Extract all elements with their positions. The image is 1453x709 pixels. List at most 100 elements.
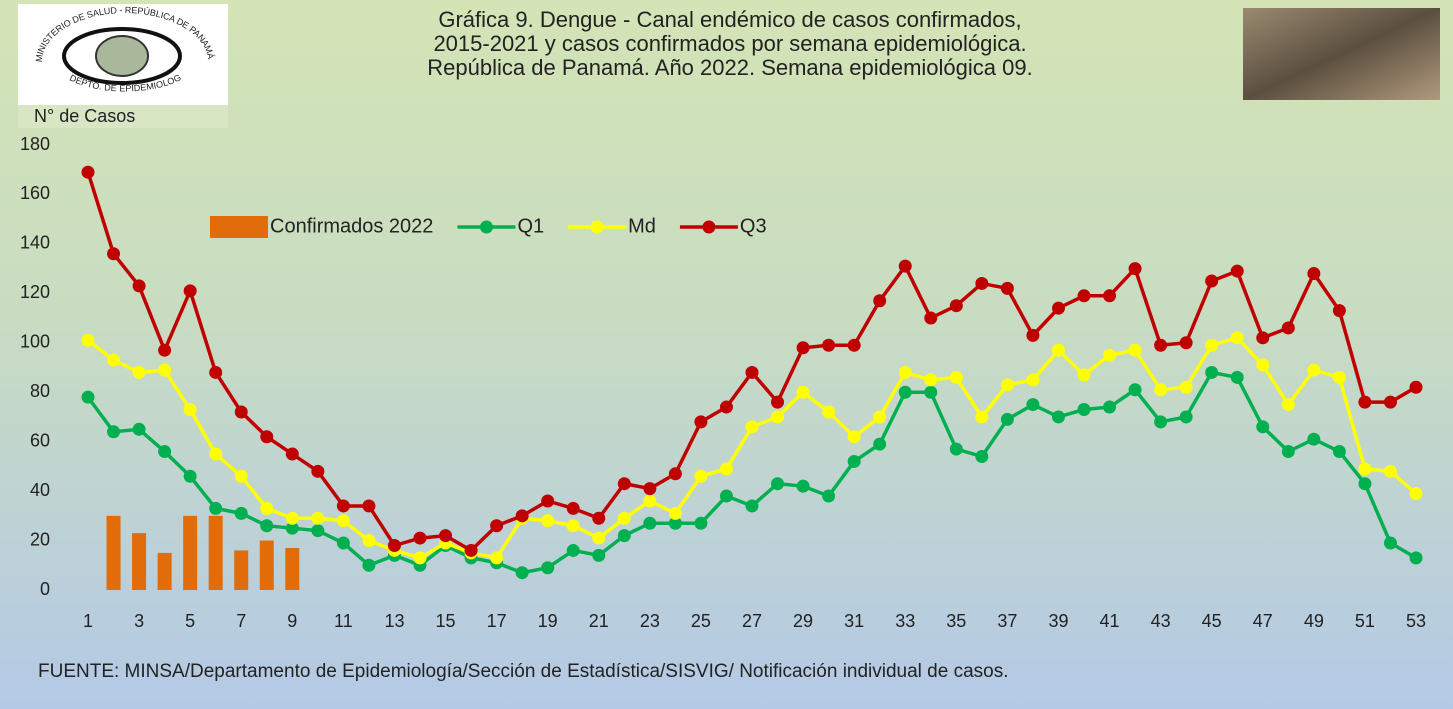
line-marker xyxy=(1358,395,1372,409)
line-marker xyxy=(566,519,580,533)
line-marker xyxy=(617,477,631,491)
x-tick-label: 43 xyxy=(1151,611,1171,631)
line-marker xyxy=(898,365,912,379)
line-marker xyxy=(1051,343,1065,357)
y-tick-label: 180 xyxy=(20,134,50,154)
line-marker xyxy=(975,410,989,424)
line-marker xyxy=(1307,432,1321,446)
mosquito-image xyxy=(1243,8,1440,100)
line-marker xyxy=(566,501,580,515)
x-tick-label: 51 xyxy=(1355,611,1375,631)
x-tick-label: 15 xyxy=(436,611,456,631)
legend-label: Confirmados 2022 xyxy=(270,215,433,237)
line-marker xyxy=(668,467,682,481)
line-marker xyxy=(260,430,274,444)
line-marker xyxy=(541,514,555,528)
line-marker xyxy=(617,511,631,525)
line-marker xyxy=(1154,338,1168,352)
x-tick-label: 31 xyxy=(844,611,864,631)
line-marker xyxy=(81,390,95,404)
x-tick-label: 9 xyxy=(287,611,297,631)
line-marker xyxy=(873,410,887,424)
line-marker xyxy=(1230,370,1244,384)
line-marker xyxy=(1281,398,1295,412)
line-marker xyxy=(745,365,759,379)
line-marker xyxy=(592,548,606,562)
line-marker xyxy=(1281,321,1295,335)
x-tick-label: 47 xyxy=(1253,611,1273,631)
line-marker xyxy=(490,519,504,533)
line-marker xyxy=(822,489,836,503)
y-tick-label: 160 xyxy=(20,183,50,203)
x-tick-label: 29 xyxy=(793,611,813,631)
line-marker xyxy=(1026,328,1040,342)
line-marker xyxy=(234,506,248,520)
line-marker xyxy=(336,536,350,550)
line-marker xyxy=(1409,487,1423,501)
line-marker xyxy=(1383,536,1397,550)
line-marker xyxy=(1000,281,1014,295)
x-tick-label: 49 xyxy=(1304,611,1324,631)
line-marker xyxy=(1026,373,1040,387)
y-tick-label: 80 xyxy=(30,381,50,401)
line-marker xyxy=(924,311,938,325)
line-marker xyxy=(515,509,529,523)
y-tick-label: 140 xyxy=(20,233,50,253)
line-marker xyxy=(81,165,95,179)
line-marker xyxy=(1103,348,1117,362)
line-marker xyxy=(1077,403,1091,417)
line-marker xyxy=(873,437,887,451)
logo-iris xyxy=(95,35,149,77)
x-tick-label: 35 xyxy=(946,611,966,631)
line-marker xyxy=(285,447,299,461)
line-marker xyxy=(311,511,325,525)
y-tick-label: 100 xyxy=(20,332,50,352)
line-marker xyxy=(285,521,299,535)
y-tick-label: 120 xyxy=(20,282,50,302)
legend-label: Q1 xyxy=(517,215,544,237)
line-marker xyxy=(898,385,912,399)
line-marker xyxy=(387,539,401,552)
line-marker xyxy=(592,511,606,525)
line-marker xyxy=(541,561,555,575)
legend-swatch xyxy=(479,220,493,234)
y-tick-label: 0 xyxy=(40,579,50,599)
line-marker xyxy=(796,385,810,399)
y-tick-label: 60 xyxy=(30,430,50,450)
line-marker xyxy=(158,445,172,459)
line-marker xyxy=(107,353,121,367)
line-marker xyxy=(1256,358,1270,372)
line-marker xyxy=(1103,289,1117,303)
line-marker xyxy=(1409,380,1423,394)
legend-swatch xyxy=(590,220,604,234)
line-marker xyxy=(694,469,708,483)
line-marker xyxy=(1332,370,1346,384)
line-marker xyxy=(643,494,657,508)
bar xyxy=(234,550,249,590)
line-marker xyxy=(949,299,963,313)
line-marker xyxy=(209,501,223,515)
line-marker xyxy=(1256,420,1270,434)
line-marker xyxy=(515,566,529,580)
line-marker xyxy=(924,373,938,387)
line-marker xyxy=(1103,400,1117,414)
line-marker xyxy=(643,516,657,530)
line-marker xyxy=(260,519,274,533)
line-marker xyxy=(771,410,785,424)
line-marker xyxy=(413,551,427,565)
line-marker xyxy=(847,338,861,352)
line-marker xyxy=(183,403,197,417)
logo-eye xyxy=(62,27,182,85)
line-marker xyxy=(209,447,223,461)
line-marker xyxy=(1332,304,1346,318)
line-marker xyxy=(362,558,376,572)
legend-label: Q3 xyxy=(740,215,767,237)
line-marker xyxy=(1154,415,1168,429)
line-marker xyxy=(898,259,912,273)
bar xyxy=(132,533,147,590)
line-marker xyxy=(209,365,223,379)
line-marker xyxy=(822,405,836,419)
line-marker xyxy=(158,363,172,377)
